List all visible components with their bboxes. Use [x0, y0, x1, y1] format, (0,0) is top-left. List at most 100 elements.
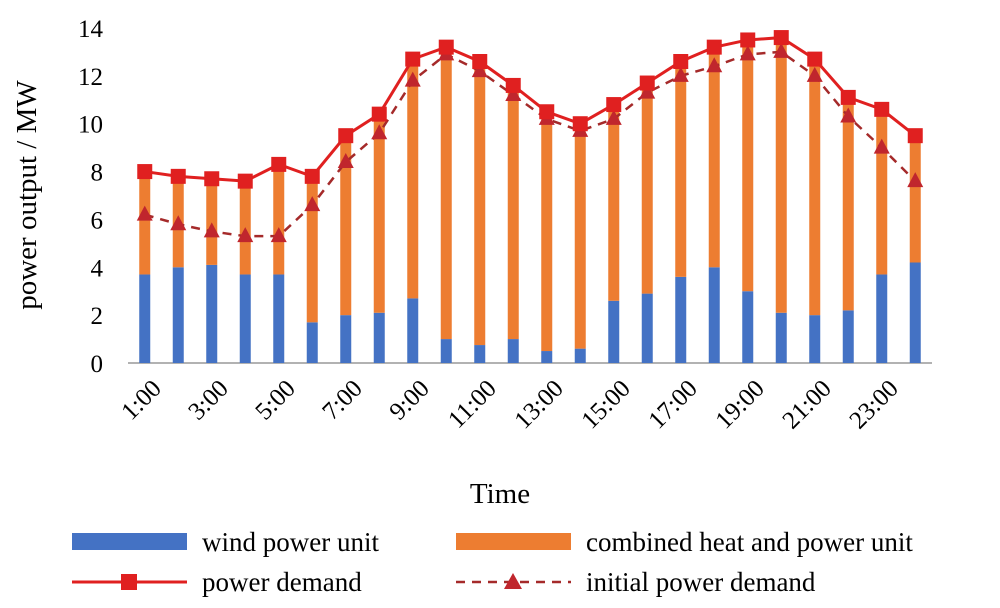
bar-wind-power: [507, 339, 519, 363]
marker-power-demand: [505, 77, 521, 93]
bar-chp-power: [373, 114, 385, 313]
x-tick-label: 21:00: [778, 375, 837, 434]
marker-initial-power-demand: [840, 107, 857, 123]
bar-chp-power: [574, 123, 586, 349]
y-tick-label: 10: [78, 112, 103, 139]
marker-power-demand: [338, 128, 354, 144]
x-axis-ticks: 1:00 3:00 5:00 7:00 9:00 11:00 13:00 15:00 17:00…: [116, 375, 904, 434]
y-axis-title: power output / MW: [11, 80, 43, 310]
bar-wind-power: [474, 345, 486, 363]
marker-initial-power-demand: [806, 66, 823, 82]
bar-wind-power: [440, 339, 452, 363]
y-tick-label: 2: [91, 303, 104, 330]
bar-layer: [139, 37, 921, 363]
marker-initial-power-demand: [270, 227, 287, 243]
marker-power-demand: [907, 128, 923, 144]
marker-initial-power-demand: [907, 172, 924, 188]
line-initial-power-demand: [144, 50, 917, 238]
bar-chp-power: [742, 39, 754, 292]
bar-wind-power: [909, 262, 921, 363]
x-tick-label: 5:00: [250, 375, 301, 426]
bar-chp-power: [708, 47, 720, 268]
marker-initial-power-demand: [639, 83, 656, 99]
marker-power-demand: [740, 32, 756, 48]
x-tick-label: 17:00: [644, 375, 703, 434]
x-tick-label: 15:00: [577, 375, 636, 434]
marker-initial-power-demand: [739, 45, 756, 61]
line-power-demand: [144, 36, 917, 183]
y-tick-label: 4: [91, 255, 104, 282]
bar-wind-power: [876, 274, 888, 363]
bar-chp-power: [306, 176, 318, 323]
bar-wind-power: [708, 267, 720, 363]
marker-power-demand: [405, 51, 421, 67]
x-tick-label: 11:00: [443, 375, 502, 434]
legend-marker-initial: [504, 573, 522, 589]
marker-power-demand: [874, 101, 890, 117]
y-tick-label: 14: [78, 16, 104, 43]
bar-wind-power: [139, 274, 151, 363]
bar-chp-power: [909, 135, 921, 263]
bar-wind-power: [842, 310, 854, 363]
marker-power-demand: [572, 116, 588, 132]
legend-label-wind: wind power unit: [202, 527, 379, 557]
marker-initial-power-demand: [304, 196, 321, 212]
bar-wind-power: [172, 267, 184, 363]
marker-initial-power-demand: [471, 62, 488, 78]
marker-initial-power-demand: [873, 138, 890, 154]
bar-wind-power: [574, 348, 586, 363]
marker-initial-power-demand: [605, 109, 622, 125]
bar-chp-power: [407, 59, 419, 299]
bar-chp-power: [675, 61, 687, 277]
legend-marker-demand: [121, 574, 137, 590]
legend-label-chp: combined heat and power unit: [586, 527, 913, 557]
bar-chp-power: [775, 37, 787, 313]
marker-power-demand: [606, 97, 622, 113]
line-layer: [136, 30, 924, 243]
marker-initial-power-demand: [672, 66, 689, 82]
marker-power-demand: [773, 30, 789, 46]
bar-chp-power: [842, 97, 854, 311]
y-tick-label: 0: [91, 351, 104, 378]
marker-initial-power-demand: [371, 124, 388, 140]
marker-initial-power-demand: [136, 205, 153, 221]
bar-chp-power: [474, 61, 486, 346]
bar-chp-power: [340, 135, 352, 316]
x-tick-label: 1:00: [116, 375, 167, 426]
x-tick-label: 19:00: [711, 375, 770, 434]
marker-initial-power-demand: [237, 227, 254, 243]
bar-chp-power: [139, 171, 151, 275]
y-axis-ticks: 0 2 4 6 8 10 12 14: [78, 16, 104, 378]
x-tick-label: 9:00: [384, 375, 435, 426]
marker-initial-power-demand: [170, 215, 187, 231]
legend-swatch-wind: [72, 533, 187, 550]
marker-initial-power-demand: [203, 222, 220, 238]
marker-power-demand: [170, 168, 186, 184]
bar-wind-power: [206, 264, 218, 363]
marker-power-demand: [807, 51, 823, 67]
y-tick-label: 6: [91, 207, 104, 234]
marker-initial-power-demand: [706, 57, 723, 73]
bar-chp-power: [641, 83, 653, 294]
marker-power-demand: [371, 106, 387, 122]
bar-chp-power: [507, 85, 519, 340]
bar-wind-power: [675, 276, 687, 363]
marker-power-demand: [204, 171, 220, 187]
marker-power-demand: [438, 39, 454, 55]
bar-chp-power: [876, 109, 888, 275]
marker-power-demand: [706, 39, 722, 55]
y-tick-label: 12: [78, 64, 103, 91]
bar-chp-power: [608, 104, 620, 301]
legend-swatch-chp: [456, 533, 571, 550]
marker-power-demand: [539, 104, 555, 120]
legend-label-initial: initial power demand: [586, 567, 816, 597]
marker-power-demand: [472, 54, 488, 69]
bar-wind-power: [742, 291, 754, 363]
bar-wind-power: [340, 315, 352, 363]
x-tick-label: 13:00: [510, 375, 569, 434]
bar-chp-power: [440, 47, 452, 340]
x-tick-label: 3:00: [183, 375, 234, 426]
bar-wind-power: [809, 315, 821, 363]
marker-initial-power-demand: [505, 86, 522, 101]
bar-wind-power: [641, 293, 653, 363]
